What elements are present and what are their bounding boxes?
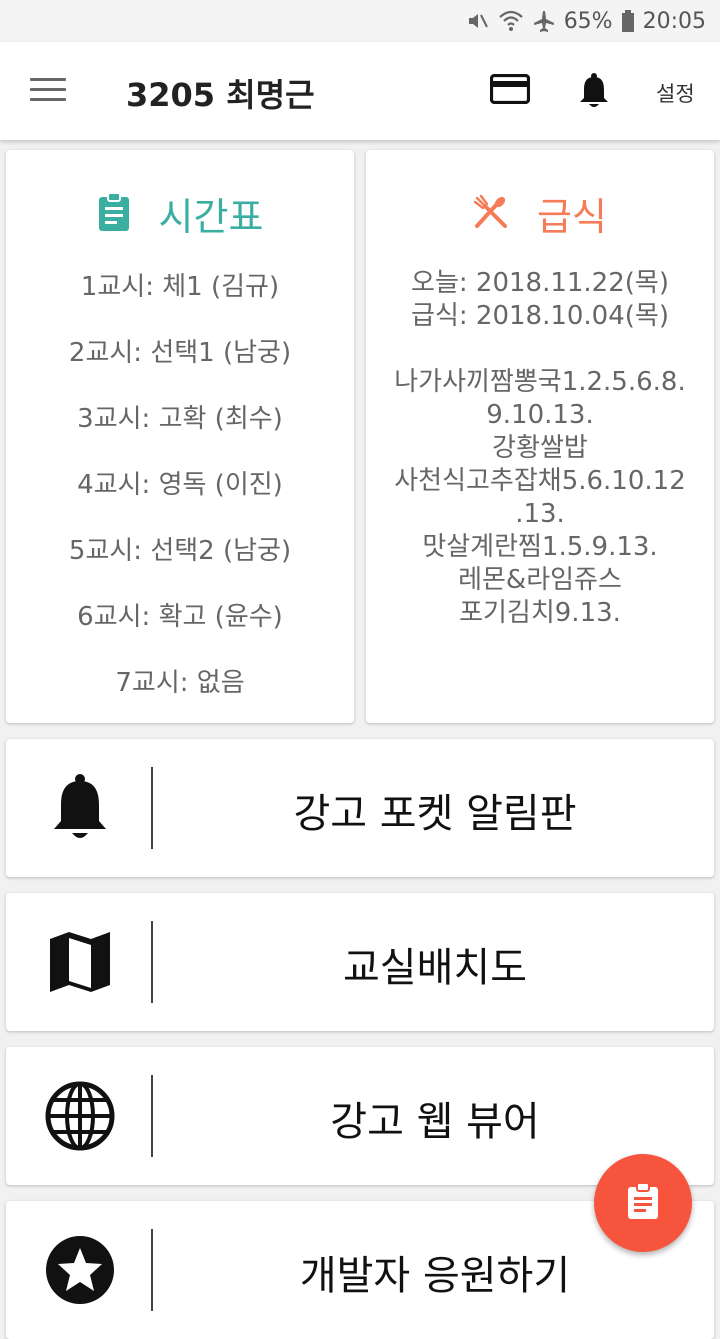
timetable-period: 4교시: 영독 (이진) [77,470,283,500]
mute-icon [468,14,488,28]
battery-percentage: 65% [563,8,613,34]
meal-menu-line: 나가사끼짬뽕국1.2.5.6.8. [394,367,686,397]
timetable-card[interactable]: 시간표 1교시: 체1 (김규) 2교시: 선택1 (남궁) 3교시: 고확 (… [6,150,354,723]
battery-icon [621,10,634,32]
menu-divider [151,921,153,1003]
meal-menu-line: 포기김치9.13. [459,598,621,628]
meal-title: 급식 [537,195,607,239]
page-title: 3205 최명근 [126,76,315,114]
menu-divider [151,1229,153,1311]
menu-item-notice-board[interactable]: 강고 포켓 알림판 [6,739,714,877]
credit-card-icon[interactable] [489,73,531,108]
meal-today: 오늘: 2018.11.22(목) [411,268,669,298]
timetable-title: 시간표 [158,195,264,239]
clipboard-icon [97,191,131,236]
meal-date: 급식: 2018.10.04(목) [411,301,669,331]
menu-item-label: 강고 웹 뷰어 [330,1099,540,1145]
meal-menu-line: 레몬&라임쥬스 [458,565,622,595]
menu-divider [151,767,153,849]
meal-menu-line: 강황쌀밥 [492,433,588,463]
settings-button[interactable]: 설정 [656,82,695,106]
menu-item-web-viewer[interactable]: 강고 웹 뷰어 [6,1047,714,1185]
meal-menu-line: 맛살계란찜1.5.9.13. [422,532,658,562]
map-icon [40,927,120,997]
globe-icon [40,1081,120,1151]
wifi-icon [498,10,523,31]
timetable-period: 1교시: 체1 (김규) [80,272,280,302]
meal-menu-line: 사천식고추잡채5.6.10.12 [394,466,686,496]
timetable-period: 7교시: 없음 [115,668,245,698]
clock: 20:05 [642,8,706,34]
menu-icon[interactable] [30,78,66,104]
timetable-header: 시간표 [6,186,354,241]
bell-icon [40,773,120,843]
utensils-icon [473,194,509,234]
meal-card[interactable]: 급식 오늘: 2018.11.22(목) 급식: 2018.10.04(목) 나… [366,150,714,723]
menu-item-classroom-map[interactable]: 교실배치도 [6,893,714,1031]
clipboard-fab-button[interactable] [594,1154,692,1252]
menu-item-label: 개발자 응원하기 [299,1253,571,1299]
bell-icon[interactable] [578,72,610,114]
timetable-period: 3교시: 고확 (최수) [77,404,283,434]
star-icon [40,1235,120,1305]
timetable-period: 2교시: 선택1 (남궁) [68,338,292,368]
meal-menu-line: .13. [515,499,565,529]
menu-divider [151,1075,153,1157]
menu-item-label: 교실배치도 [343,945,527,991]
meal-menu-line: 9.10.13. [486,400,594,430]
clipboard-icon [626,1182,660,1224]
status-bar: 65% 20:05 [0,0,720,42]
app-bar: 3205 최명근 설정 [0,42,720,140]
timetable-period: 6교시: 확고 (윤수) [77,602,283,632]
menu-item-label: 강고 포켓 알림판 [293,791,577,837]
timetable-period: 5교시: 선택2 (남궁) [68,536,292,566]
airplane-icon [533,11,554,32]
meal-header: 급식 [366,186,714,241]
